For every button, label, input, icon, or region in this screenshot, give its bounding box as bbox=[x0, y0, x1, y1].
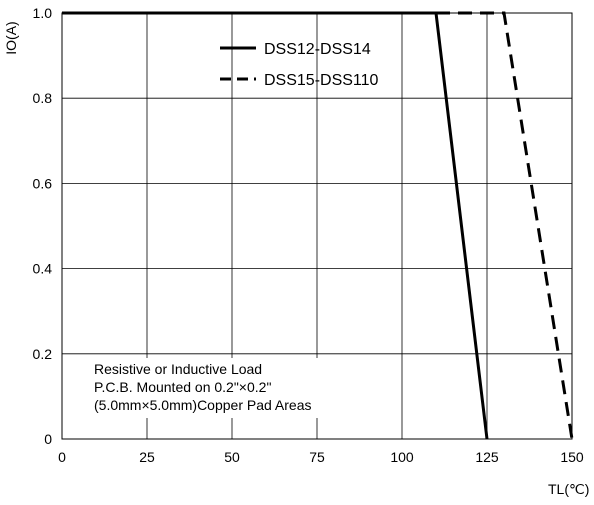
annotation-note: Resistive or Inductive Load P.C.B. Mount… bbox=[88, 358, 358, 418]
annotation-line-1: Resistive or Inductive Load bbox=[94, 361, 262, 377]
x-tick-label: 150 bbox=[560, 449, 584, 465]
y-tick-label: 1.0 bbox=[33, 5, 53, 21]
x-tick-label: 0 bbox=[58, 449, 66, 465]
legend-label-1: DSS12-DSS14 bbox=[264, 41, 371, 58]
grid bbox=[62, 13, 572, 439]
legend-label-2: DSS15-DSS110 bbox=[264, 72, 379, 89]
series-lines bbox=[62, 11, 574, 440]
series-line-2 bbox=[62, 11, 574, 440]
tick-labels: 0 25 50 75 100 125 150 0 0.2 0.4 0.6 0.8 1.0 bbox=[33, 5, 584, 465]
y-axis-label: IO(A) bbox=[3, 21, 19, 54]
annotation-line-3: (5.0mm×5.0mm)Copper Pad Areas bbox=[94, 397, 311, 413]
y-tick-label: 0 bbox=[44, 431, 52, 447]
y-tick-label: 0.8 bbox=[33, 90, 53, 106]
x-tick-label: 50 bbox=[224, 449, 240, 465]
x-tick-label: 75 bbox=[309, 449, 325, 465]
x-axis-label: TL(℃) bbox=[548, 481, 589, 497]
legend: DSS12-DSS14 DSS15-DSS110 bbox=[220, 41, 379, 89]
annotation-line-2: P.C.B. Mounted on 0.2"×0.2" bbox=[94, 379, 271, 395]
x-tick-label: 25 bbox=[139, 449, 155, 465]
y-tick-label: 0.2 bbox=[33, 346, 53, 362]
y-tick-label: 0.4 bbox=[33, 261, 53, 277]
y-tick-label: 0.6 bbox=[33, 175, 53, 191]
x-tick-label: 125 bbox=[475, 449, 499, 465]
annotation-background bbox=[88, 358, 358, 418]
x-tick-label: 100 bbox=[390, 449, 414, 465]
